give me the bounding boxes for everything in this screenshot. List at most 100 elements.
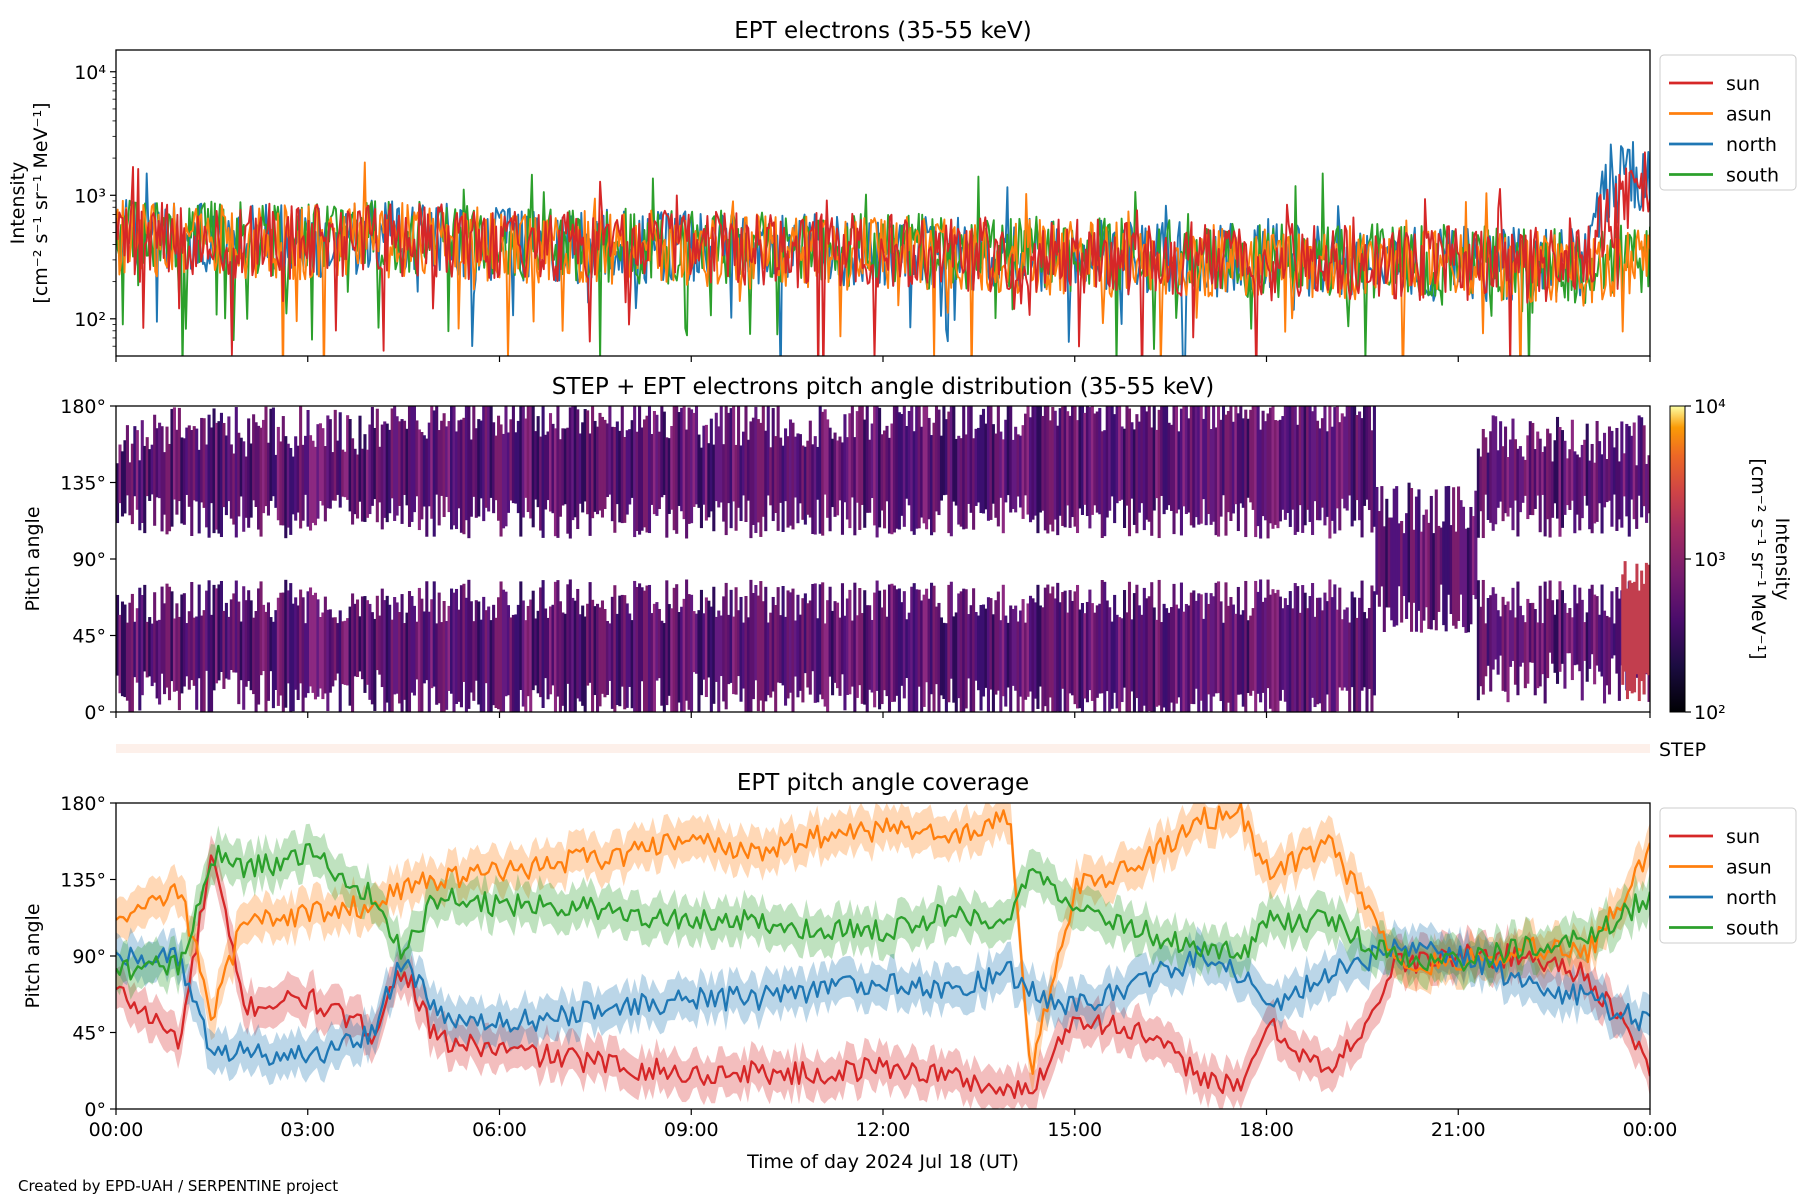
heatmap-cell	[793, 620, 798, 677]
heatmap-cell	[524, 418, 528, 498]
coverage-line-north	[116, 938, 1650, 1066]
heatmap-cell	[351, 438, 355, 525]
heatmap-cell	[1583, 622, 1587, 661]
heatmap-cell	[984, 423, 988, 510]
colorbar-ticks: 10² 10³ 10⁴	[1685, 396, 1726, 724]
heatmap-cell	[620, 406, 624, 524]
heatmap-cell	[1125, 406, 1129, 506]
heatmap-cell	[925, 406, 929, 530]
heatmap-cell	[1276, 589, 1280, 712]
heatmap-cell	[1311, 411, 1315, 535]
heatmap-cell	[207, 580, 211, 712]
heatmap-cell	[1469, 506, 1473, 625]
heatmap-cell	[467, 406, 471, 539]
heatmap-cell	[1360, 418, 1364, 538]
heatmap-cell	[405, 428, 409, 506]
heatmap-cell	[412, 605, 416, 696]
heatmap-cell	[1630, 582, 1634, 694]
legend-label-north: north	[1726, 887, 1777, 909]
heatmap-cell	[1053, 410, 1057, 520]
heatmap-cell	[407, 406, 412, 527]
heatmap-cell	[779, 437, 783, 503]
heatmap-cell	[947, 584, 951, 703]
heatmap-cell	[1189, 592, 1193, 704]
heatmap-cell	[1239, 406, 1243, 504]
heatmap-cell	[521, 600, 525, 707]
heatmap-cell	[1367, 607, 1372, 689]
heatmap-cell	[835, 602, 840, 689]
heatmap-cell	[1303, 592, 1307, 712]
heatmap-cell	[1170, 424, 1174, 511]
heatmap-cell	[264, 611, 268, 712]
heatmap-cell	[1127, 408, 1132, 537]
heatmap-cell	[326, 415, 330, 509]
heatmap-cell	[694, 406, 699, 505]
heatmap-cell	[944, 623, 948, 712]
heatmap-cell	[1276, 420, 1280, 529]
heatmap-cell	[1301, 406, 1305, 533]
heatmap-cell	[952, 406, 956, 502]
heatmap-cell	[1449, 525, 1453, 615]
legend-label-north: north	[1726, 134, 1777, 156]
heatmap-cell	[138, 587, 142, 711]
heatmap-cell	[1353, 597, 1357, 712]
heatmap-cell	[1395, 486, 1399, 626]
heatmap-cell	[801, 445, 805, 520]
heatmap-cell	[353, 448, 357, 515]
heatmap-cell	[1115, 614, 1119, 709]
legend-box	[1659, 807, 1797, 944]
heatmap-cell	[1628, 580, 1632, 691]
heatmap-cell	[1160, 622, 1164, 712]
heatmap-cell	[172, 618, 176, 692]
heatmap-cell	[591, 406, 595, 519]
heatmap-cell	[749, 421, 753, 539]
heatmap-cell	[281, 416, 285, 526]
heatmap-cell	[1320, 418, 1325, 508]
heatmap-cell	[1563, 603, 1567, 689]
heatmap-cell	[227, 616, 231, 680]
heatmap-cell	[707, 600, 711, 678]
heatmap-cell	[1028, 595, 1033, 692]
heatmap-cell	[1221, 622, 1226, 712]
heatmap-cell	[1464, 528, 1468, 633]
y-tick-label: 45°	[72, 626, 106, 648]
heatmap-cell	[1350, 406, 1354, 527]
heatmap-cell	[972, 588, 976, 712]
heatmap-cell	[746, 617, 750, 712]
heatmap-cell	[853, 437, 857, 536]
heatmap-cell	[343, 451, 347, 498]
heatmap-cell	[566, 427, 570, 534]
heatmap-cell	[561, 428, 565, 506]
heatmap-cell	[900, 602, 904, 686]
heatmap-cell	[1150, 582, 1154, 712]
heatmap-cell	[840, 583, 845, 675]
heatmap-cell	[739, 596, 743, 702]
heatmap-cell	[1623, 561, 1627, 672]
coverage-band-south	[116, 823, 1650, 1000]
heatmap-cell	[477, 419, 481, 517]
heatmap-cell	[469, 601, 473, 693]
heatmap-cell	[1533, 449, 1537, 509]
heatmap-cell	[341, 449, 345, 497]
heatmap-cell	[647, 406, 652, 534]
panel2-title: STEP + EPT electrons pitch angle distrib…	[552, 374, 1214, 400]
heatmap-cell	[1172, 583, 1176, 712]
heatmap-cell	[1645, 463, 1649, 523]
heatmap-cell	[1565, 612, 1569, 654]
heatmap-cell	[400, 594, 404, 712]
heatmap-cell	[635, 431, 639, 532]
heatmap-cell	[1504, 426, 1508, 514]
heatmap-cell	[284, 436, 288, 539]
heatmap-cell	[333, 409, 337, 501]
heatmap-cell	[546, 431, 550, 501]
heatmap-cell	[1259, 579, 1263, 703]
heatmap-cell	[1390, 517, 1394, 621]
heatmap-cell	[551, 604, 555, 686]
heatmap-cell	[1110, 406, 1114, 497]
heatmap-cell	[289, 447, 293, 535]
heatmap-cell	[1615, 427, 1619, 531]
heatmap-cell	[1268, 407, 1273, 524]
heatmap-cell	[964, 589, 968, 709]
heatmap-cell	[769, 612, 773, 698]
heatmap-cell	[1033, 406, 1037, 516]
